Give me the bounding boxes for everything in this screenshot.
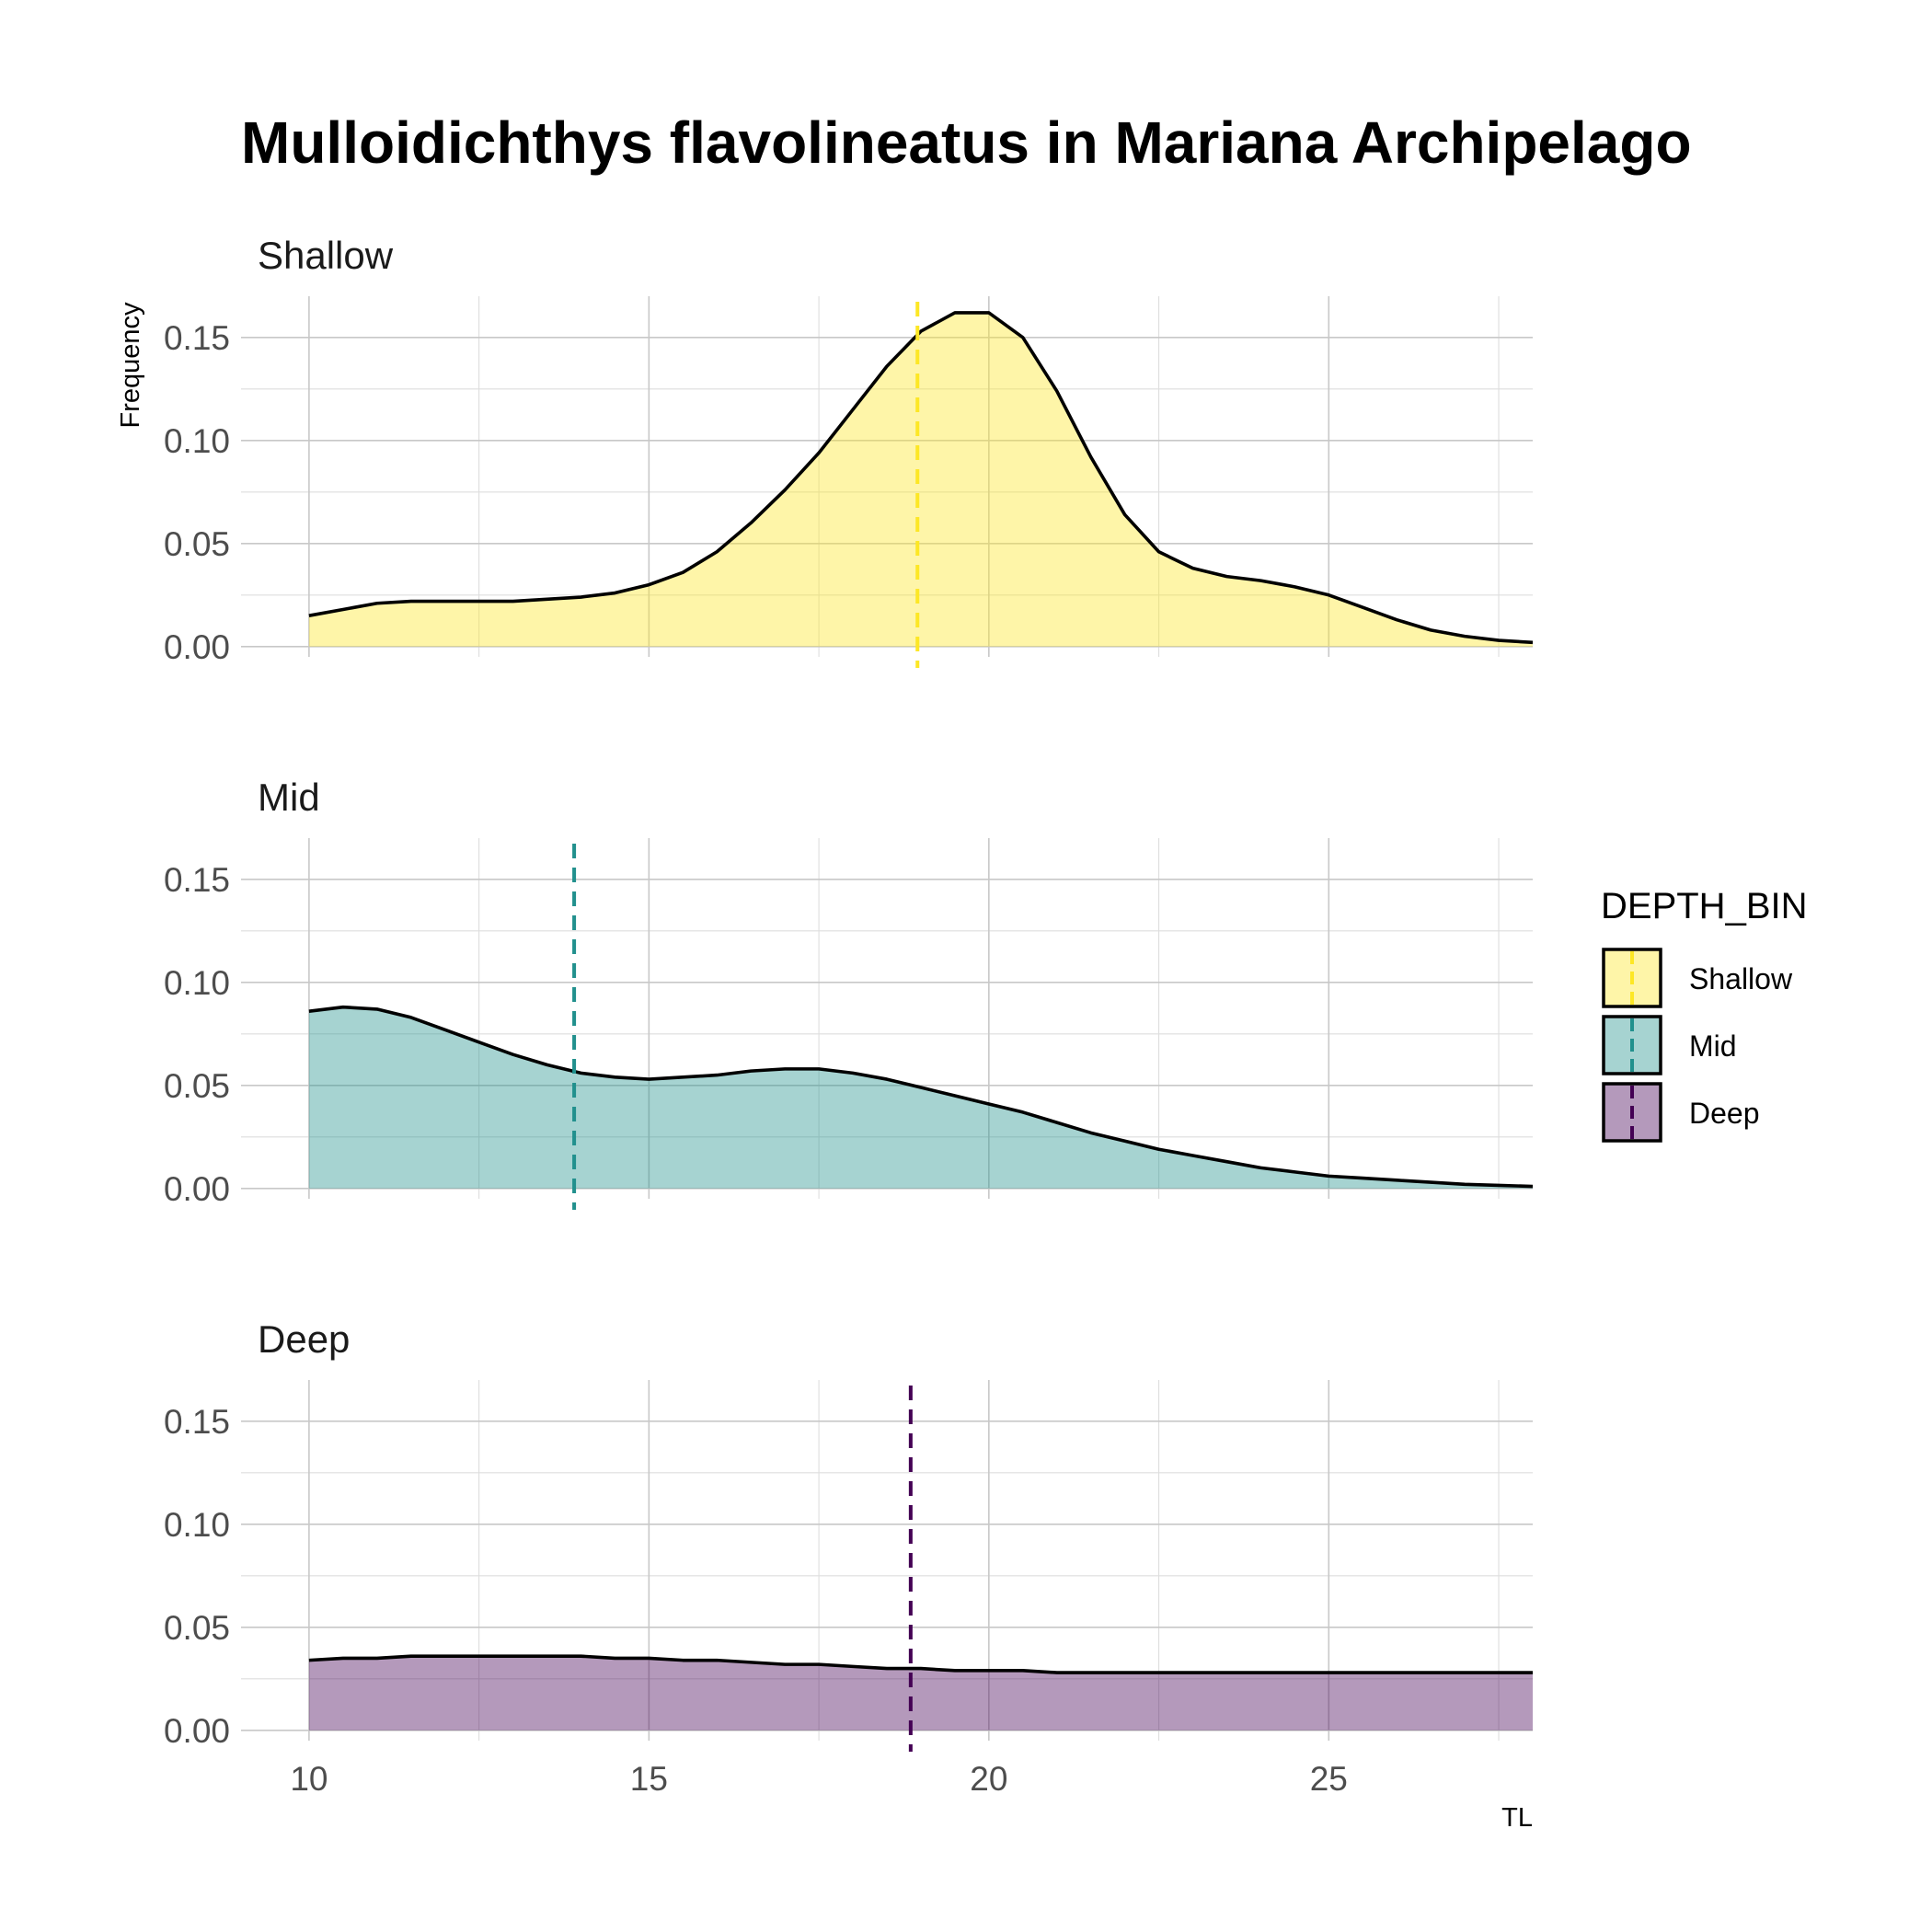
legend-label: Mid xyxy=(1689,1029,1737,1063)
y-axis-title: Frequency xyxy=(116,302,145,429)
legend-key-shallow: Shallow xyxy=(1602,948,1793,1008)
legend-key-mid: Mid xyxy=(1602,1015,1737,1075)
panel-shallow: Shallow 0.00 0.05 0.10 0.15 xyxy=(164,234,1534,668)
y-tick-label: 0.00 xyxy=(164,628,230,666)
panel-deep: Deep 0.00 0.05 0.10 0.15 10 15 20 25 xyxy=(164,1317,1533,1798)
y-tick-label: 0.15 xyxy=(164,319,230,357)
density-area-shallow xyxy=(308,312,1533,647)
x-axis-title: TL xyxy=(1501,1803,1533,1833)
y-tick-label: 0.15 xyxy=(164,861,230,899)
facet-label-mid: Mid xyxy=(258,776,320,819)
density-line-mid xyxy=(308,1005,1534,1189)
density-area-deep xyxy=(308,1656,1533,1731)
legend: DEPTH_BIN Shallow Mid Deep xyxy=(1601,886,1808,1143)
y-tick-label: 0.15 xyxy=(164,1403,230,1441)
legend-key-deep: Deep xyxy=(1602,1082,1760,1143)
y-tick-label: 0.05 xyxy=(164,525,230,563)
density-area-mid xyxy=(308,1006,1533,1189)
y-tick-label: 0.10 xyxy=(164,422,230,460)
y-tick-label: 0.00 xyxy=(164,1712,230,1750)
density-line-shallow xyxy=(308,311,1534,645)
facet-label-shallow: Shallow xyxy=(258,234,394,277)
y-tick-label: 0.10 xyxy=(164,964,230,1002)
density-line-deep xyxy=(308,1654,1533,1674)
facet-panels: Shallow 0.00 0.05 0.10 0.15 Mid 0.00 0.05 0.10 0.… xyxy=(164,234,1534,1798)
chart-title: Mulloidichthys flavolineatus in Mariana … xyxy=(241,109,1692,176)
y-tick-label: 0.10 xyxy=(164,1506,230,1544)
x-tick-label: 25 xyxy=(1310,1760,1348,1798)
y-tick-label: 0.05 xyxy=(164,1067,230,1105)
x-tick-label: 10 xyxy=(290,1760,328,1798)
facet-label-deep: Deep xyxy=(258,1317,350,1361)
y-tick-label: 0.00 xyxy=(164,1170,230,1208)
y-tick-label: 0.05 xyxy=(164,1609,230,1647)
x-tick-label: 20 xyxy=(970,1760,1007,1798)
legend-label: Shallow xyxy=(1689,962,1793,995)
legend-title: DEPTH_BIN xyxy=(1601,886,1808,926)
legend-label: Deep xyxy=(1689,1097,1760,1130)
panel-mid: Mid 0.00 0.05 0.10 0.15 xyxy=(164,776,1534,1210)
x-tick-label: 15 xyxy=(630,1760,668,1798)
